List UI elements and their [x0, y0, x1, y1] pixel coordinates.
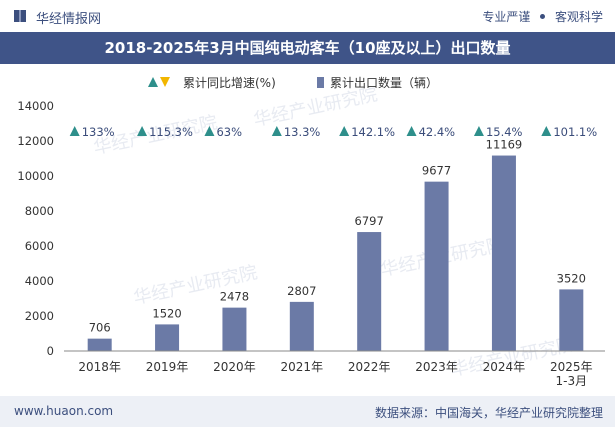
- watermark-text: 华经产业研究院: [252, 84, 380, 131]
- footer-url: www.huaon.com: [14, 404, 114, 418]
- growth-rate-label: 142.1%: [351, 125, 395, 139]
- y-tick-label: 6000: [25, 239, 54, 253]
- y-tick-label: 8000: [25, 204, 54, 218]
- growth-labels: 133% 115.3% 63% 13.3% 142.1% 42.4% 15.4% 101.1%: [69, 125, 597, 139]
- bar: [559, 289, 584, 351]
- legend-volume-label: 累计出口数量（辆）: [330, 75, 438, 90]
- growth-up-arrow-icon: [339, 126, 350, 136]
- bar-value-label: 3520: [557, 271, 586, 285]
- growth-up-arrow-icon: [271, 126, 282, 136]
- bar: [424, 181, 449, 351]
- bar: [87, 338, 112, 351]
- growth-up-arrow-icon: [406, 126, 417, 136]
- y-axis: 0 2000 4000 6000 8000 10000 12000 14000: [17, 99, 54, 358]
- legend-down-arrow-icon: [160, 77, 170, 87]
- y-tick-label: 4000: [25, 274, 54, 288]
- growth-rate-label: 42.4%: [419, 125, 456, 139]
- tagline-dot-icon: [540, 14, 546, 19]
- legend-growth-label: 累计同比增速(%): [183, 76, 276, 90]
- growth-up-arrow-icon: [137, 126, 148, 136]
- y-tick-label: 12000: [17, 134, 54, 148]
- chart-title: 2018-2025年3月中国纯电动客车（10座及以上）出口数量: [0, 32, 615, 64]
- x-axis: 2018年 2019年 2020年 2021年 2022年 2023年 2024年 2025年…: [64, 350, 605, 388]
- x-tick-label: 2021年: [281, 360, 324, 374]
- growth-rate-label: 63%: [216, 125, 242, 139]
- x-tick-label: 2023年: [415, 360, 458, 374]
- x-tick-label: 2020年: [213, 360, 256, 374]
- y-tick-label: 2000: [25, 309, 54, 323]
- bar: [155, 324, 180, 351]
- tagline-right: 客观科学: [554, 10, 603, 24]
- tagline: 专业严谨 客观科学: [482, 8, 603, 25]
- brand-logo-icon: [14, 10, 26, 22]
- growth-up-arrow-icon: [69, 126, 80, 136]
- legend: 累计同比增速(%) 累计出口数量（辆）: [148, 75, 438, 90]
- tagline-left: 专业严谨: [482, 10, 531, 24]
- footer: www.huaon.com 数据来源：中国海关，华经产业研究院整理: [0, 396, 615, 427]
- bar-value-label: 2478: [220, 290, 249, 304]
- bar: [222, 307, 247, 351]
- bar-value-label: 2807: [287, 284, 316, 298]
- growth-rate-label: 115.3%: [149, 125, 193, 139]
- brand-name: 华经情报网: [36, 12, 102, 27]
- bar-value-label: 706: [89, 321, 111, 335]
- chart-area: 华经产业研究院华经产业研究院华经产业研究院华经产业研究院华经产业研究院 累计同比…: [17, 75, 605, 388]
- x-tick-label: 2018年: [78, 360, 121, 374]
- bar-value-label: 9677: [422, 164, 451, 178]
- bar-value-label: 11169: [486, 138, 523, 152]
- bar: [491, 155, 516, 351]
- growth-rate-label: 13.3%: [284, 125, 321, 139]
- legend-up-arrow-icon: [148, 77, 158, 87]
- growth-up-arrow-icon: [204, 126, 215, 136]
- bars: 706 1520 2478 2807 6797 9677 11169 3520: [87, 138, 586, 351]
- bar: [289, 301, 314, 351]
- x-tick-label: 2025年 1-3月: [550, 360, 593, 388]
- y-tick-label: 14000: [17, 99, 54, 113]
- growth-rate-label: 133%: [82, 125, 115, 139]
- growth-rate-label: 15.4%: [486, 125, 523, 139]
- footer-source: 数据来源：中国海关，华经产业研究院整理: [374, 406, 603, 420]
- growth-rate-label: 101.1%: [553, 125, 597, 139]
- growth-up-arrow-icon: [541, 126, 552, 136]
- top-bar: 华经情报网 专业严谨 客观科学: [0, 0, 615, 32]
- bar-value-label: 6797: [355, 214, 384, 228]
- legend-bar-swatch-icon: [317, 77, 324, 88]
- y-tick-label: 0: [47, 344, 54, 358]
- y-tick-label: 10000: [17, 169, 54, 183]
- x-tick-label: 2019年: [146, 360, 189, 374]
- x-tick-label: 2022年: [348, 360, 391, 374]
- growth-up-arrow-icon: [473, 126, 484, 136]
- bar: [357, 232, 382, 351]
- bar-value-label: 1520: [152, 306, 181, 320]
- x-tick-label: 2024年: [483, 360, 526, 374]
